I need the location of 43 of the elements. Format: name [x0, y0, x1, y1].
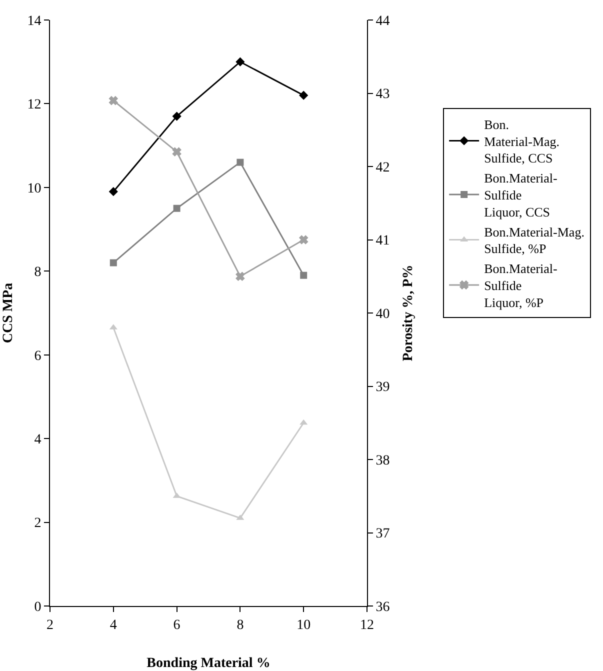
point — [299, 90, 308, 100]
point — [172, 147, 182, 156]
point — [173, 204, 180, 212]
point — [299, 235, 308, 244]
y-tick-label: 0 — [34, 600, 42, 615]
legend-label: Bon.Material-Sulfide Liquor, CCS — [484, 170, 558, 220]
point — [108, 187, 118, 196]
y2-axis-title: Porosity %, P% — [401, 264, 416, 362]
legend-label: Bon.Material-Sulfide Liquor, %P — [484, 261, 558, 310]
y2-tick-label: 43 — [376, 87, 390, 102]
y2-tick-label: 38 — [376, 453, 390, 468]
y-tick-label: 4 — [34, 432, 42, 448]
point — [236, 272, 245, 281]
y-tick-label: 8 — [34, 265, 42, 280]
point — [172, 112, 182, 121]
x-tick-label: 10 — [296, 618, 311, 633]
y2-tick-label: 37 — [376, 526, 390, 542]
y2-tick-label: 39 — [376, 380, 390, 396]
x-tick-label: 2 — [46, 618, 54, 633]
y2-tick-label: 41 — [376, 234, 390, 249]
point — [108, 96, 118, 106]
y-tick-label: 12 — [27, 98, 42, 113]
y-tick-label: 6 — [34, 348, 42, 364]
point — [236, 57, 245, 66]
x-tick-label: 6 — [173, 618, 180, 633]
y2-tick-label: 36 — [376, 600, 390, 615]
y2-tick-label: 40 — [376, 306, 390, 322]
y2-tick-label: 42 — [376, 160, 390, 176]
point — [236, 158, 244, 166]
y-tick-label: 10 — [27, 181, 42, 196]
x-axis-title: Bonding Material % — [146, 656, 270, 671]
y-axis-title: CCS MPa — [1, 282, 16, 344]
point — [300, 272, 308, 279]
point — [110, 259, 117, 266]
x-tick-label: 12 — [360, 618, 374, 633]
y-tick-label: 14 — [27, 14, 42, 29]
y-tick-label: 2 — [34, 516, 42, 532]
legend-label: Bon. Material-Mag. Sulfide, CCS — [484, 116, 560, 166]
y2-tick-label: 44 — [376, 14, 390, 29]
x-tick-label: 4 — [110, 618, 117, 633]
point — [300, 419, 308, 425]
x-tick-label: 8 — [236, 618, 244, 633]
legend-label: Bon.Material-Mag. Sulfide, %P — [484, 224, 584, 256]
